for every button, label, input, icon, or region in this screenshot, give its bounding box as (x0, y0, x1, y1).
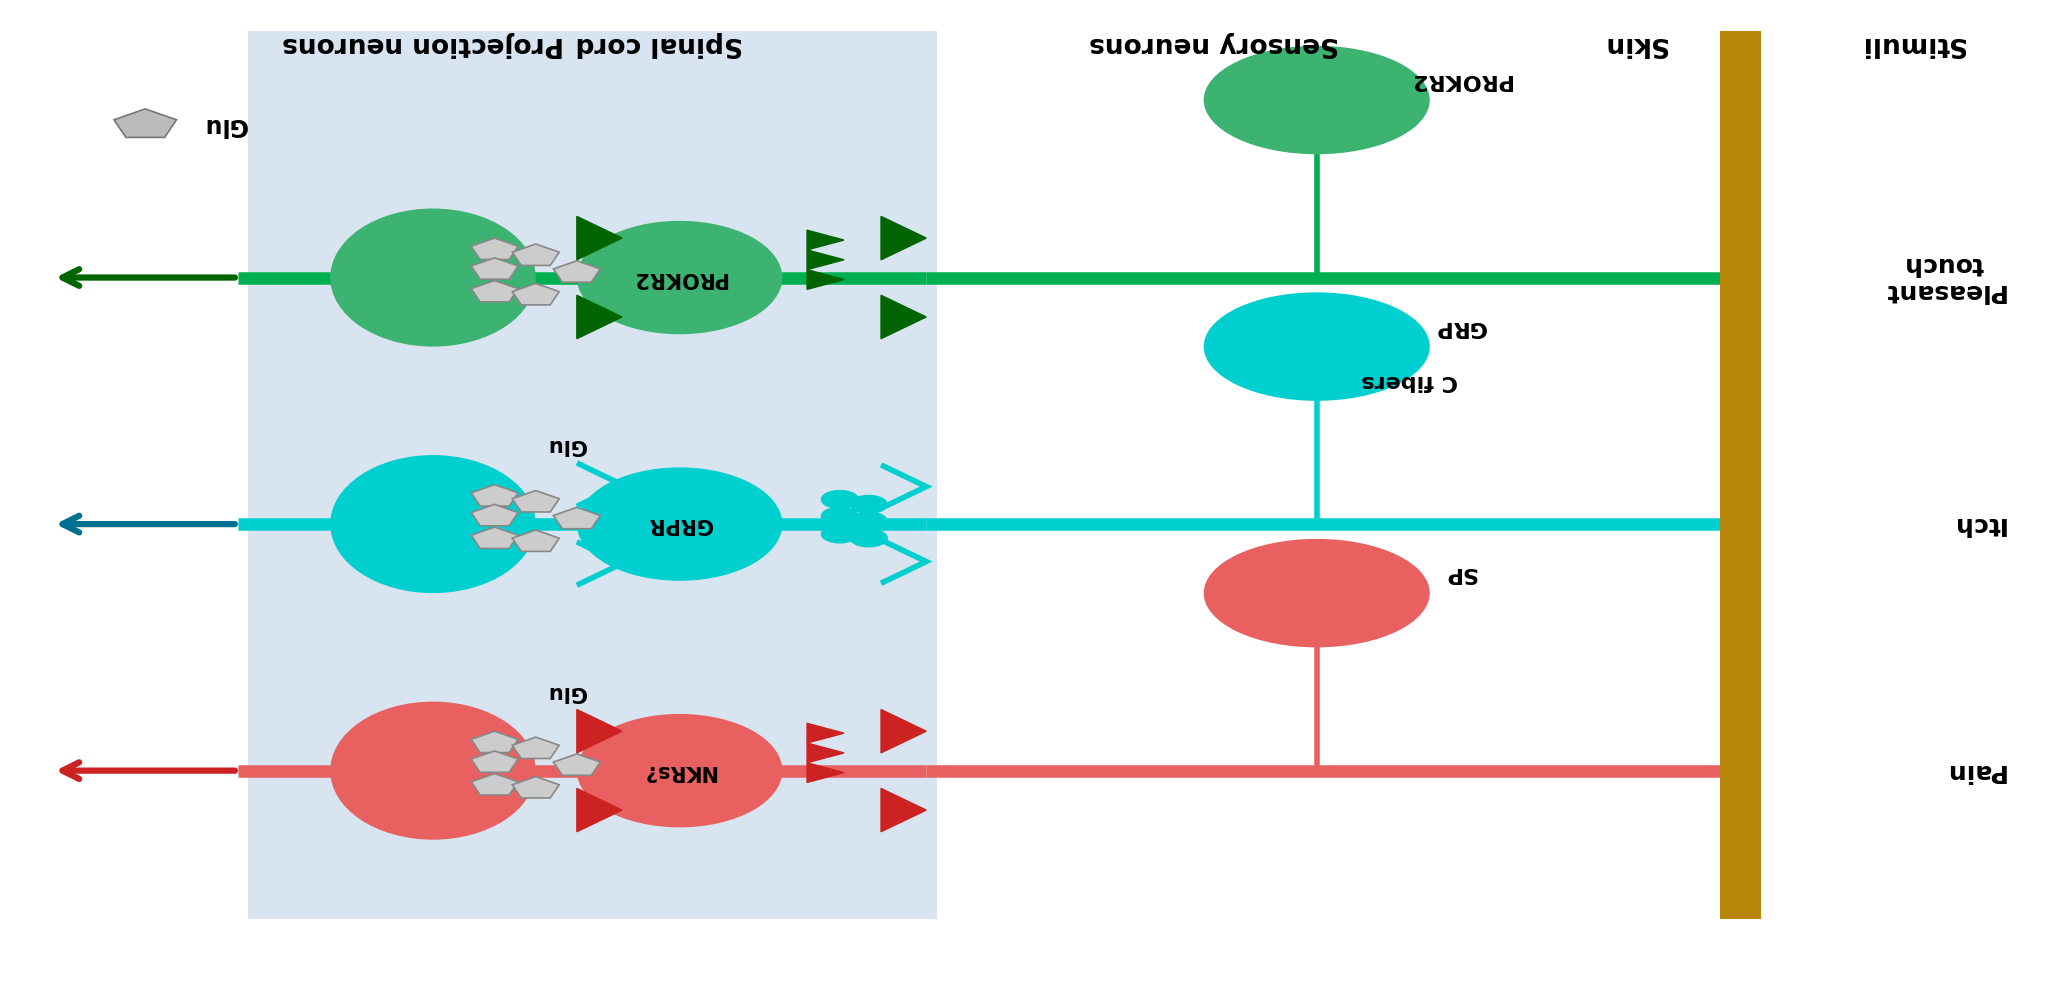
Circle shape (850, 529, 887, 547)
Text: C fibers: C fibers (1360, 371, 1457, 391)
Polygon shape (881, 709, 926, 753)
Text: Projection neurons: Projection neurons (282, 31, 564, 57)
Circle shape (821, 525, 858, 543)
Circle shape (850, 495, 887, 513)
Polygon shape (471, 773, 519, 795)
Text: Skin: Skin (1603, 31, 1667, 57)
Polygon shape (512, 737, 560, 759)
Ellipse shape (329, 455, 535, 593)
Polygon shape (576, 217, 622, 260)
Polygon shape (807, 743, 844, 763)
Polygon shape (471, 485, 519, 506)
Polygon shape (576, 788, 622, 832)
Text: Pain: Pain (1945, 759, 2004, 782)
Polygon shape (881, 296, 926, 338)
Polygon shape (881, 788, 926, 832)
Ellipse shape (329, 209, 535, 346)
Polygon shape (471, 238, 519, 259)
Text: Pleasant
touch: Pleasant touch (1883, 251, 2004, 304)
Circle shape (821, 491, 858, 508)
Polygon shape (554, 261, 601, 282)
Circle shape (1204, 539, 1430, 648)
Polygon shape (576, 709, 622, 753)
Text: Stimuli: Stimuli (1860, 31, 1965, 57)
Text: Itch: Itch (1951, 512, 2004, 536)
Circle shape (1204, 45, 1430, 154)
Text: Sensory neurons: Sensory neurons (1089, 31, 1340, 57)
Text: Glu: Glu (547, 435, 587, 455)
Ellipse shape (576, 714, 782, 828)
Polygon shape (807, 230, 844, 250)
Bar (249, 31, 936, 919)
Circle shape (821, 507, 858, 525)
Polygon shape (807, 250, 844, 270)
Text: GRP: GRP (1434, 316, 1486, 336)
Polygon shape (576, 296, 622, 338)
Polygon shape (471, 527, 519, 549)
Text: SP: SP (1445, 564, 1478, 584)
Polygon shape (512, 284, 560, 305)
Polygon shape (471, 751, 519, 772)
Polygon shape (554, 754, 601, 775)
Circle shape (850, 512, 887, 530)
Polygon shape (471, 258, 519, 279)
Ellipse shape (329, 701, 535, 840)
Text: GRPR: GRPR (648, 514, 712, 534)
Text: PROKR2: PROKR2 (632, 268, 726, 288)
Circle shape (1204, 293, 1430, 401)
Bar (1720, 31, 1762, 919)
Polygon shape (807, 763, 844, 782)
Polygon shape (512, 530, 560, 552)
Text: Spinal cord: Spinal cord (576, 31, 743, 57)
Ellipse shape (576, 221, 782, 334)
Polygon shape (113, 109, 177, 137)
Polygon shape (471, 731, 519, 753)
Polygon shape (512, 244, 560, 265)
Ellipse shape (576, 468, 782, 581)
Polygon shape (807, 723, 844, 743)
Text: Glu: Glu (204, 113, 247, 136)
Polygon shape (471, 281, 519, 302)
Polygon shape (807, 270, 844, 290)
Polygon shape (881, 217, 926, 260)
Text: NKRs?: NKRs? (642, 761, 716, 780)
Polygon shape (471, 504, 519, 526)
Text: PROKR2: PROKR2 (1410, 70, 1511, 90)
Polygon shape (554, 507, 601, 529)
Text: Glu: Glu (547, 681, 587, 701)
Polygon shape (512, 491, 560, 512)
Polygon shape (512, 776, 560, 798)
